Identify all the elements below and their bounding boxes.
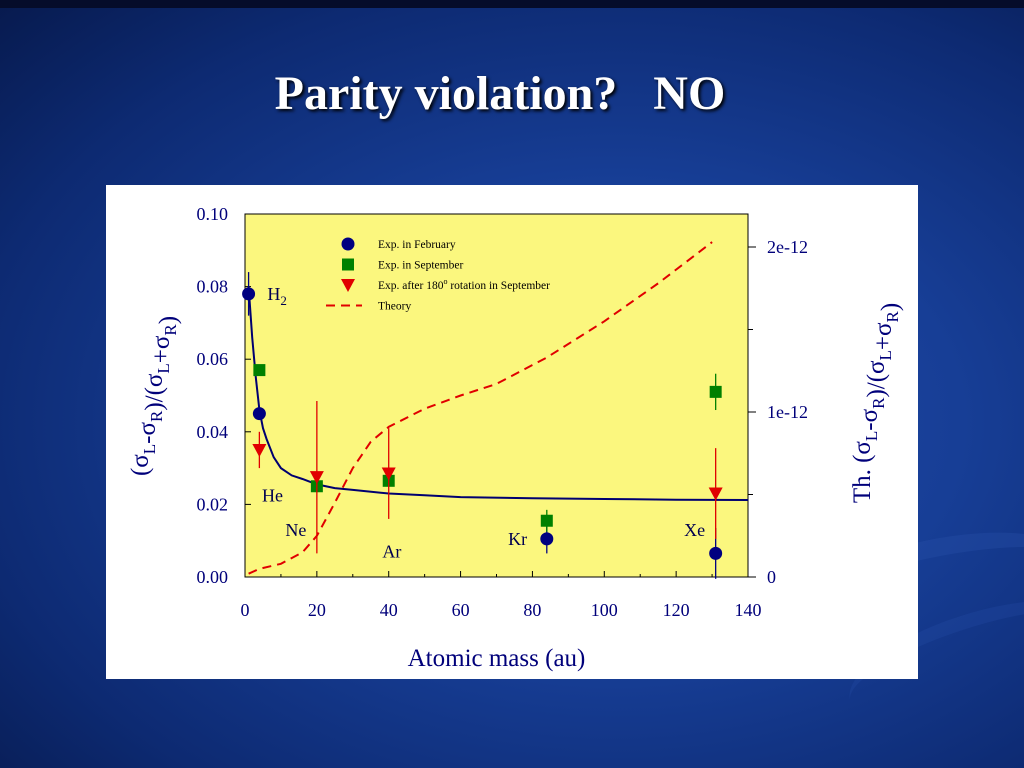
y-tick-label: 0.08 bbox=[197, 277, 229, 297]
data-point bbox=[540, 514, 553, 527]
element-label: Kr bbox=[508, 529, 527, 549]
x-tick-label: 0 bbox=[241, 600, 250, 620]
legend-marker bbox=[341, 237, 355, 251]
data-point bbox=[708, 487, 723, 501]
y-tick-label: 0.04 bbox=[197, 422, 229, 442]
element-label: Xe bbox=[684, 520, 705, 540]
legend-label: Exp. after 180o rotation in September bbox=[378, 277, 550, 292]
y-axis-label: (σL-σR)/(σL+σR) bbox=[127, 316, 182, 476]
x-tick-label: 20 bbox=[308, 600, 326, 620]
y2-tick-label: 0 bbox=[767, 567, 776, 587]
x-tick-label: 120 bbox=[663, 600, 690, 620]
series-line-theory bbox=[248, 241, 713, 575]
data-point bbox=[709, 385, 722, 398]
element-label: Ar bbox=[382, 542, 401, 562]
legend-label: Theory bbox=[378, 301, 411, 313]
legend-label: Exp. in February bbox=[378, 239, 456, 251]
x-tick-label: 140 bbox=[735, 600, 762, 620]
data-point bbox=[242, 287, 256, 301]
plot-area bbox=[244, 213, 749, 578]
x-tick-label: 60 bbox=[452, 600, 470, 620]
data-point bbox=[709, 546, 723, 560]
legend-marker bbox=[342, 258, 354, 271]
legend-label: Exp. in September bbox=[378, 260, 463, 272]
y-tick-label: 0.00 bbox=[197, 567, 229, 587]
data-point bbox=[252, 443, 267, 457]
data-point bbox=[252, 407, 266, 421]
y-tick-label: 0.06 bbox=[197, 349, 229, 369]
y2-tick-label: 1e-12 bbox=[767, 402, 808, 422]
x-axis-label: Atomic mass (au) bbox=[408, 645, 586, 672]
data-point bbox=[309, 471, 324, 485]
top-bar bbox=[0, 0, 1024, 8]
element-label: Ne bbox=[285, 520, 306, 540]
element-label: H2 bbox=[267, 284, 287, 308]
y2-tick-label: 2e-12 bbox=[767, 237, 808, 257]
element-label: He bbox=[262, 485, 283, 505]
data-point bbox=[381, 467, 396, 481]
page-title: Parity violation? NO bbox=[274, 67, 726, 120]
y2-axis-label: Th. (σL-σR)/(σL+σR) bbox=[849, 303, 904, 503]
legend-marker bbox=[341, 279, 355, 292]
data-point bbox=[540, 532, 554, 546]
x-tick-label: 40 bbox=[380, 600, 398, 620]
data-point bbox=[253, 364, 266, 377]
y-tick-label: 0.10 bbox=[197, 204, 229, 224]
x-tick-label: 100 bbox=[591, 600, 618, 620]
y-tick-label: 0.02 bbox=[197, 494, 229, 514]
x-tick-label: 80 bbox=[523, 600, 541, 620]
